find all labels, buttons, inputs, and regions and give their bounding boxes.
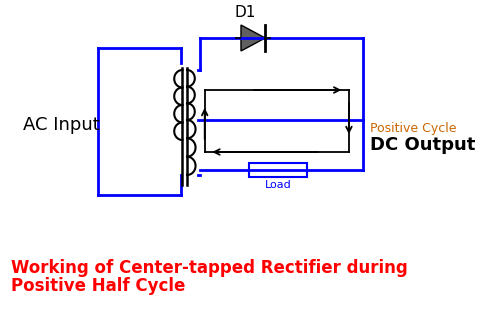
Text: Working of Center-tapped Rectifier during: Working of Center-tapped Rectifier durin… — [11, 259, 408, 277]
Text: Positive Cycle: Positive Cycle — [370, 121, 457, 134]
Text: D1: D1 — [235, 5, 256, 20]
Text: Load: Load — [265, 180, 292, 190]
Text: DC Output: DC Output — [370, 136, 476, 154]
Text: Positive Half Cycle: Positive Half Cycle — [11, 277, 186, 295]
Polygon shape — [241, 25, 265, 51]
Bar — [249, 163, 307, 177]
Text: AC Input: AC Input — [23, 116, 100, 134]
